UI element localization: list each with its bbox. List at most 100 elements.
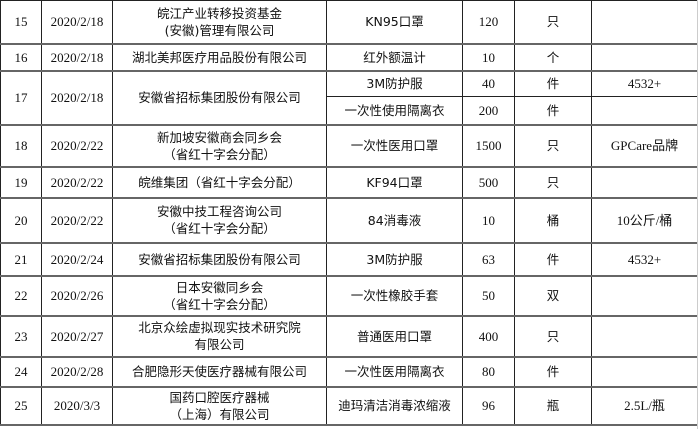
row-number: 15 <box>14 14 28 30</box>
note-cell: 4532+ <box>591 70 698 97</box>
donor-name-line: 日本安徽同乡会 <box>175 279 264 295</box>
unit-cell: 个 <box>514 43 592 72</box>
donor-name-line: 湖北美邦医疗用品股份有限公司 <box>131 49 307 65</box>
unit-cell: 只 <box>514 166 592 199</box>
donor-name-line: 皖江产业转移投资基金 <box>156 5 282 21</box>
unit: 件 <box>546 251 560 267</box>
unit: 只 <box>546 14 560 30</box>
note-cell: 10公斤/桶 <box>591 197 698 244</box>
donor-cell: 安徽中技工程咨询公司 （省红十字会分配） <box>112 197 327 244</box>
item-name: 一次性医用口罩 <box>350 138 439 153</box>
quantity-cell: 200 <box>462 96 515 126</box>
note-cell <box>591 356 698 388</box>
item-cell: 一次性使用隔离衣 <box>326 96 463 126</box>
date-cell: 2020/2/22 <box>41 124 113 168</box>
table-row: 21 2020/2/24 安徽省招标集团股份有限公司 3M防护服 63 件 4532+ <box>0 242 698 277</box>
quantity: 10 <box>482 212 495 228</box>
note-cell <box>591 315 698 358</box>
date: 2020/2/18 <box>50 14 104 30</box>
row-number-cell: 25 <box>0 386 42 426</box>
donor-cell: 安徽省招标集团股份有限公司 <box>112 242 327 277</box>
quantity-cell: 500 <box>462 166 515 199</box>
row-number-cell: 20 <box>0 197 42 244</box>
date-cell: 2020/2/22 <box>41 197 113 244</box>
unit: 桶 <box>546 212 560 228</box>
donor-name-line: 北京众绘虚拟现实技术研究院 <box>138 320 301 335</box>
table-row: 19 2020/2/22 皖维集团（省红十字会分配） KF94口罩 500 只 <box>0 166 698 199</box>
unit-cell: 件 <box>514 242 592 277</box>
row-number-cell: 21 <box>0 242 42 277</box>
table-row: 15 2020/2/18 皖江产业转移投资基金 (安徽)管理有限公司 KN95口罩 120… <box>0 0 698 45</box>
row-number-cell: 19 <box>0 166 42 199</box>
donor-name-line: 新加坡安徽商会同乡会 <box>156 129 282 145</box>
date-cell: 2020/2/18 <box>41 43 113 72</box>
date: 2020/2/24 <box>50 251 104 267</box>
unit: 只 <box>546 138 560 153</box>
quantity: 96 <box>482 398 495 413</box>
donor-cell: 日本安徽同乡会 （省红十字会分配） <box>112 275 327 317</box>
item-name: 一次性使用隔离衣 <box>344 102 445 118</box>
row-number-cell: 17 <box>0 70 42 126</box>
item-cell: 一次性医用隔离衣 <box>326 356 463 388</box>
note-cell <box>591 166 698 199</box>
quantity: 200 <box>478 102 499 118</box>
quantity: 120 <box>478 14 499 30</box>
date: 2020/2/22 <box>50 212 104 228</box>
quantity: 400 <box>478 328 499 344</box>
row-number-cell: 18 <box>0 124 42 168</box>
donor-name-line: 合肥隐形天使医疗器械有限公司 <box>131 364 307 379</box>
donor-cell: 国药口腔医疗器械 （上海）有限公司 <box>112 386 327 426</box>
donor-name-line: （省红十字会分配） <box>163 221 276 236</box>
row-number: 25 <box>14 398 28 413</box>
date: 2020/2/27 <box>50 328 104 344</box>
unit: 只 <box>546 328 560 344</box>
date: 2020/3/3 <box>53 398 101 413</box>
item-name: 3M防护服 <box>366 76 423 92</box>
date: 2020/2/18 <box>50 90 104 105</box>
donor-cell: 湖北美邦医疗用品股份有限公司 <box>112 43 327 72</box>
unit: 双 <box>546 288 560 303</box>
row-number: 24 <box>14 364 28 379</box>
item-name: KN95口罩 <box>365 14 424 30</box>
unit-cell: 只 <box>514 0 592 45</box>
table-row: 25 2020/3/3 国药口腔医疗器械 （上海）有限公司 迪玛清洁消毒浓缩液 96 瓶 2.… <box>0 386 698 426</box>
row-number: 21 <box>14 251 28 267</box>
quantity: 80 <box>482 364 495 379</box>
donor-name-line: 安徽中技工程咨询公司 <box>156 204 282 219</box>
note: 10公斤/桶 <box>616 212 673 228</box>
item-cell: 红外额温计 <box>326 43 463 72</box>
row-number-cell: 23 <box>0 315 42 358</box>
date: 2020/2/22 <box>50 174 104 190</box>
date-cell: 2020/2/22 <box>41 166 113 199</box>
item-cell: KF94口罩 <box>326 166 463 199</box>
date: 2020/2/22 <box>50 138 104 153</box>
note: GPCare品牌 <box>610 138 679 153</box>
row-number-cell: 15 <box>0 0 42 45</box>
note-cell: 2.5L/瓶 <box>591 386 698 426</box>
quantity: 63 <box>482 251 495 267</box>
quantity-cell: 96 <box>462 386 515 426</box>
quantity: 500 <box>478 174 499 190</box>
unit-cell: 只 <box>514 124 592 168</box>
unit-cell: 件 <box>514 356 592 388</box>
note: 4532+ <box>627 76 662 92</box>
donor-name-line: 国药口腔医疗器械 <box>169 389 270 405</box>
row-number: 17 <box>14 90 28 105</box>
row-number: 23 <box>14 328 28 344</box>
date-cell: 2020/3/3 <box>41 386 113 426</box>
donor-name-line: 安徽省招标集团股份有限公司 <box>138 90 301 105</box>
row-number: 19 <box>14 174 28 190</box>
quantity: 1500 <box>475 138 502 153</box>
quantity-cell: 80 <box>462 356 515 388</box>
donor-name-line: 安徽省招标集团股份有限公司 <box>138 251 301 267</box>
unit: 件 <box>546 364 560 379</box>
quantity-cell: 50 <box>462 275 515 317</box>
quantity-cell: 10 <box>462 197 515 244</box>
item-cell: 一次性医用口罩 <box>326 124 463 168</box>
unit-cell: 只 <box>514 315 592 358</box>
quantity-cell: 400 <box>462 315 515 358</box>
date-cell: 2020/2/18 <box>41 0 113 45</box>
item-name: 迪玛清洁消毒浓缩液 <box>338 398 451 413</box>
date: 2020/2/28 <box>50 364 104 379</box>
